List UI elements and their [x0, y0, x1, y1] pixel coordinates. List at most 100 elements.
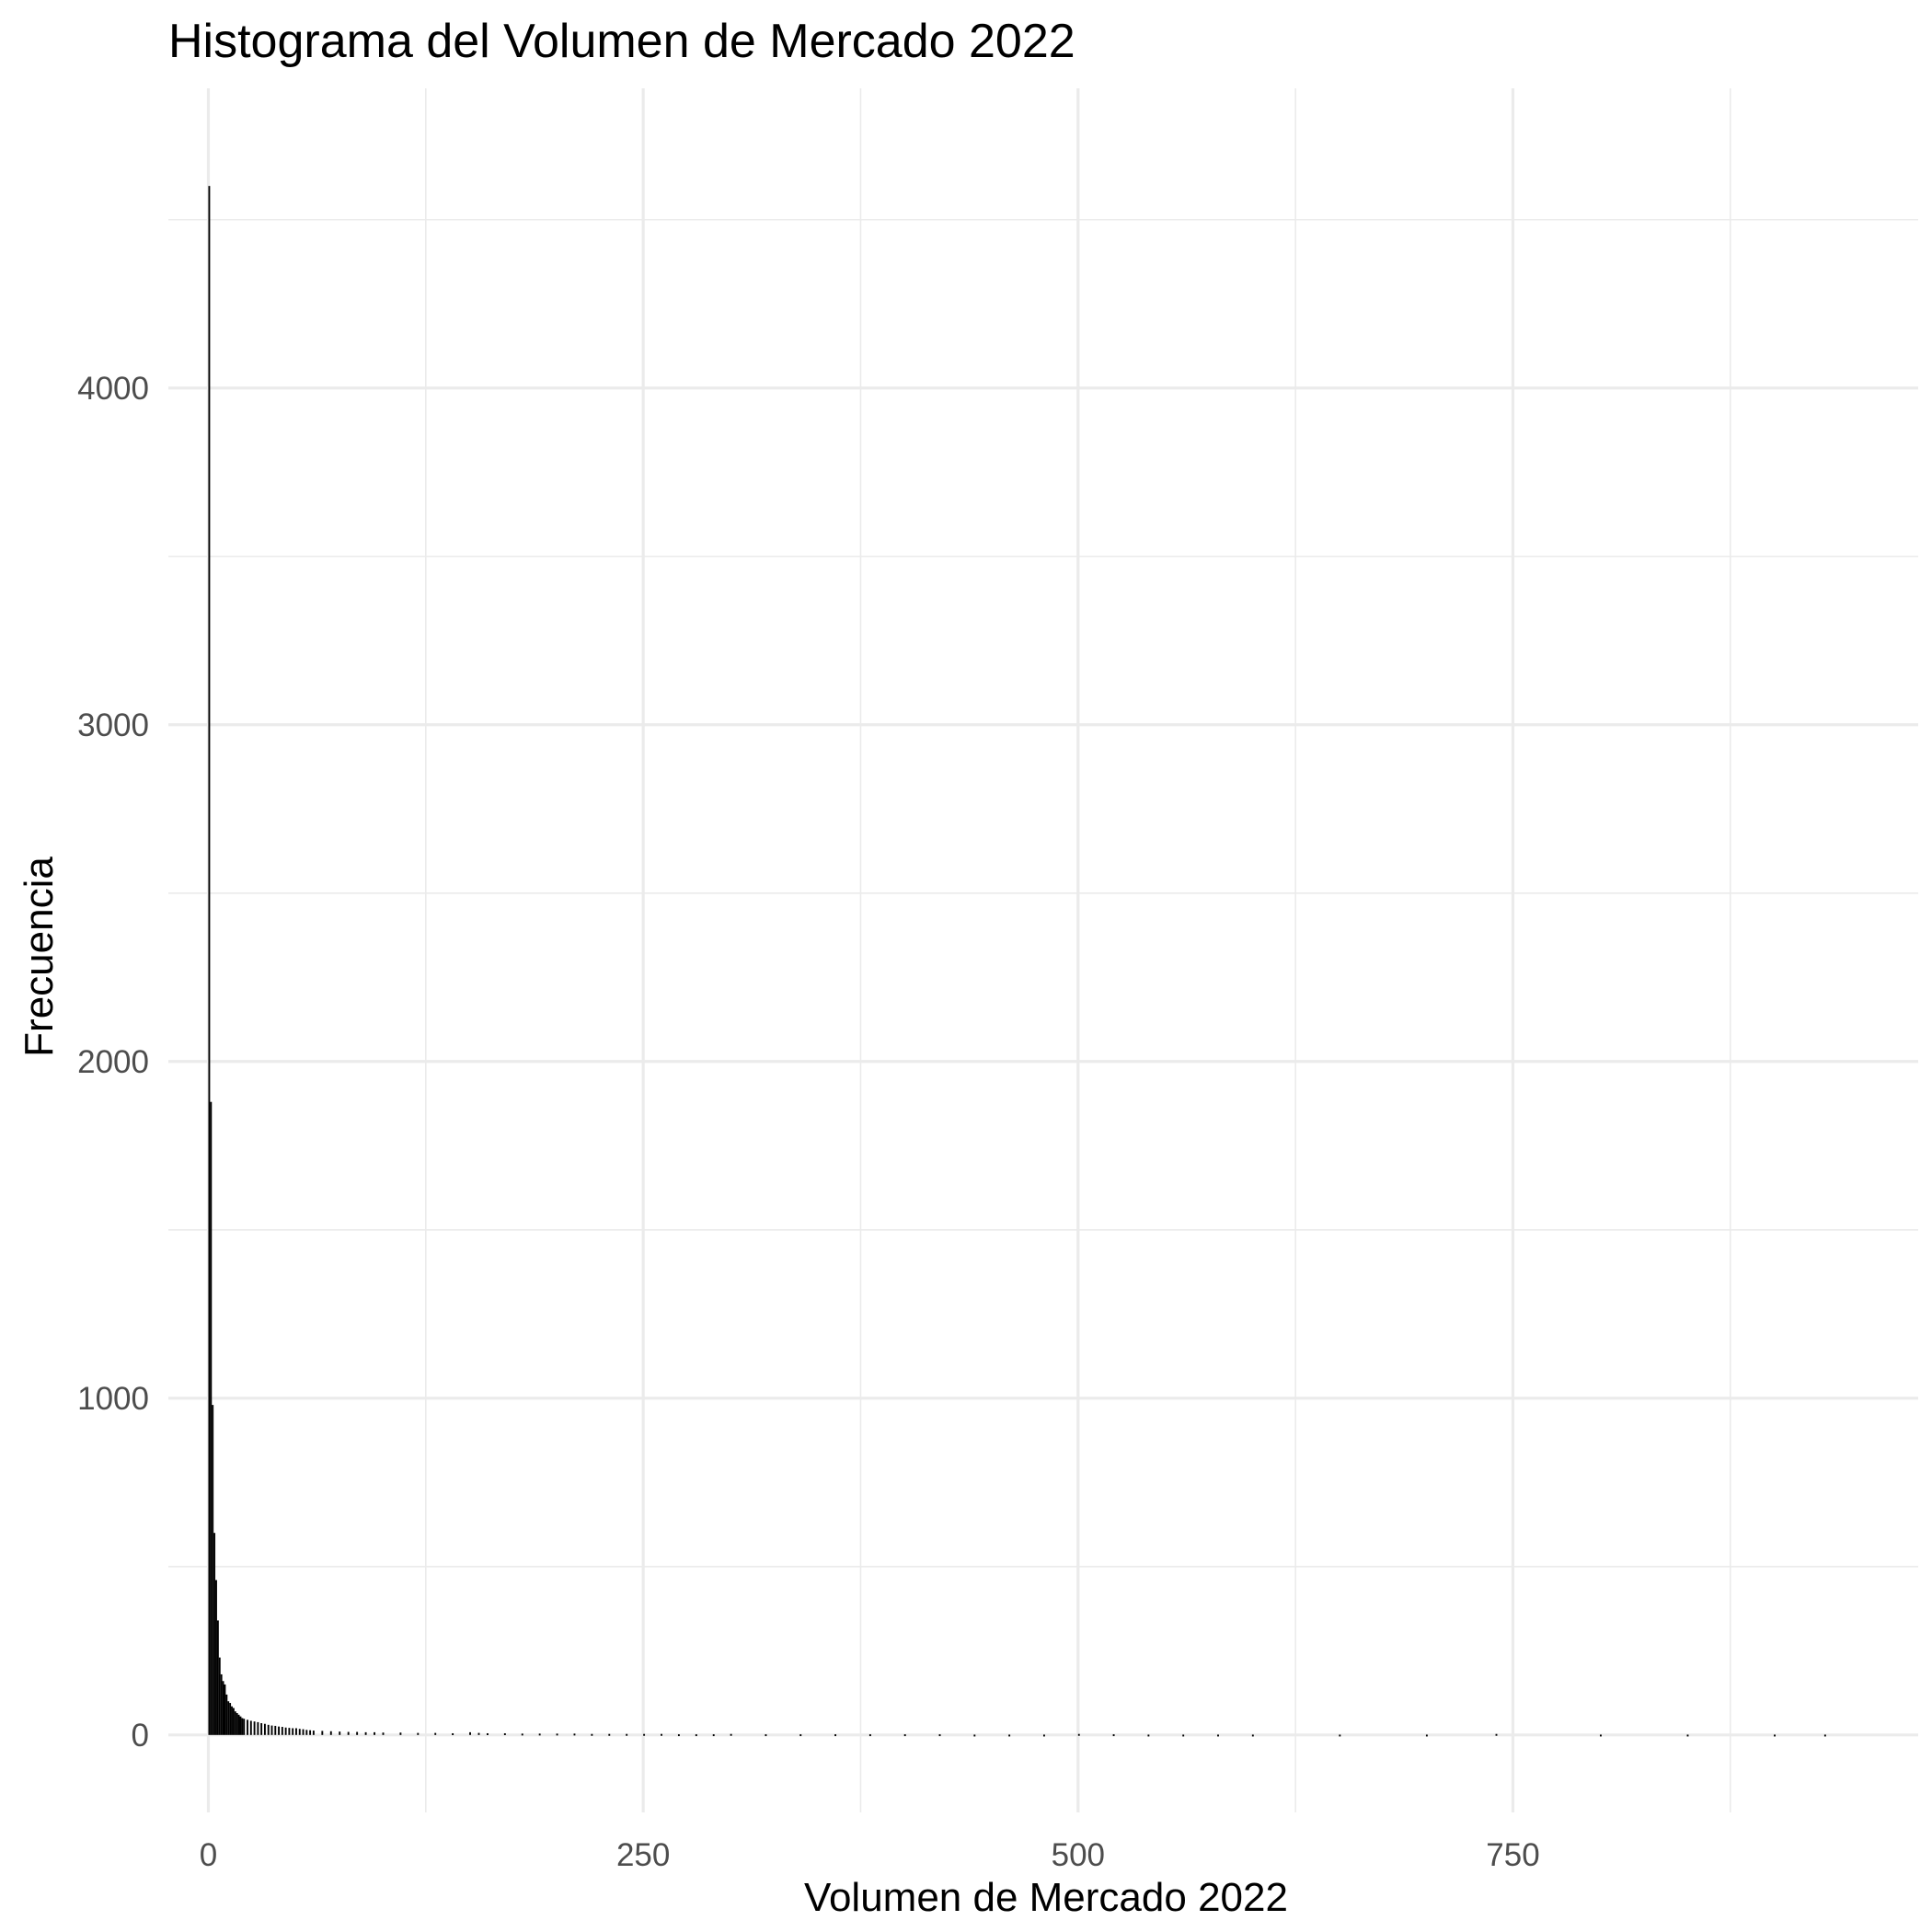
histogram-bar: [247, 1719, 248, 1735]
histogram-bar: [661, 1733, 662, 1736]
histogram-bar: [309, 1730, 312, 1735]
histogram-bar: [302, 1729, 305, 1735]
histogram-bar: [1251, 1734, 1254, 1737]
histogram-bar: [799, 1734, 802, 1737]
x-axis-title: Volumen de Mercado 2022: [804, 1875, 1288, 1920]
histogram-bar: [229, 1703, 232, 1735]
histogram-bar: [1600, 1734, 1602, 1737]
histogram-bar: [417, 1732, 420, 1735]
histogram-bar: [1077, 1733, 1080, 1736]
histogram-bar: [591, 1733, 593, 1736]
histogram-bar: [208, 186, 211, 1735]
histogram-bar: [573, 1733, 576, 1736]
histogram-bar: [292, 1728, 294, 1735]
histogram-bar: [241, 1718, 244, 1735]
histogram-bar: [231, 1706, 233, 1735]
histogram-bar: [1008, 1734, 1011, 1737]
histogram-bar: [321, 1731, 324, 1735]
histogram-bar: [1339, 1734, 1341, 1737]
x-tick-label: 0: [200, 1837, 217, 1873]
histogram-bar: [903, 1734, 906, 1737]
histogram-bar: [868, 1734, 871, 1737]
histogram-bars: [208, 186, 1826, 1737]
histogram-bar: [834, 1734, 837, 1737]
histogram-bar: [765, 1734, 767, 1737]
histogram-bar: [503, 1732, 506, 1735]
histogram-bar: [452, 1732, 454, 1735]
histogram-bar: [329, 1731, 332, 1735]
histogram-bar: [477, 1732, 480, 1735]
histogram-bar: [347, 1731, 350, 1735]
histogram-bar: [215, 1580, 217, 1735]
y-tick-label: 0: [132, 1718, 149, 1754]
x-tick-label: 500: [1052, 1837, 1105, 1873]
histogram-bar: [218, 1657, 221, 1735]
histogram-bar: [249, 1720, 252, 1735]
histogram-bar: [521, 1733, 523, 1736]
y-tick-label: 1000: [77, 1381, 149, 1417]
histogram-bar: [239, 1716, 242, 1735]
histogram-bar: [1425, 1734, 1428, 1737]
histogram-bar: [356, 1731, 359, 1735]
histogram-bar: [1495, 1733, 1498, 1736]
chart-title: Histograma del Volumen de Mercado 2022: [168, 15, 1075, 68]
x-tick-label: 250: [616, 1837, 670, 1873]
y-axis-title: Frecuencia: [17, 857, 62, 1057]
histogram-bar: [1182, 1734, 1185, 1737]
histogram-bar: [281, 1727, 283, 1735]
histogram-bar: [1112, 1734, 1115, 1737]
histogram-bar: [263, 1723, 266, 1735]
histogram-bar: [677, 1734, 680, 1737]
histogram-bar: [1147, 1734, 1150, 1737]
histogram-bar: [270, 1725, 273, 1735]
histogram-bar: [695, 1734, 697, 1737]
histogram-bar: [382, 1732, 385, 1735]
y-axis-tick-labels: 0 1000 2000 3000 4000: [77, 371, 149, 1754]
y-tick-label: 4000: [77, 371, 149, 407]
histogram-bar: [227, 1701, 230, 1735]
histogram-bar: [212, 1405, 214, 1735]
histogram-bar: [1043, 1734, 1045, 1737]
histogram-bar: [260, 1723, 263, 1735]
histogram-bar: [626, 1733, 628, 1736]
histogram-bar: [237, 1714, 240, 1735]
histogram-bar: [339, 1731, 341, 1735]
histogram-bar: [364, 1731, 367, 1735]
histogram-bar: [1774, 1734, 1776, 1737]
histogram-bar: [236, 1713, 238, 1735]
histogram-bar: [220, 1673, 223, 1735]
histogram-bar: [278, 1726, 281, 1735]
histogram-bar: [643, 1733, 646, 1736]
histogram-bar: [295, 1728, 297, 1735]
histogram-bar: [225, 1694, 228, 1735]
histogram-bar: [257, 1721, 259, 1735]
y-tick-label: 2000: [77, 1044, 149, 1080]
histogram-bar: [234, 1711, 236, 1735]
x-tick-label: 750: [1486, 1837, 1539, 1873]
histogram-bar: [305, 1730, 308, 1735]
histogram-bar: [1823, 1734, 1826, 1737]
histogram-bar: [288, 1728, 291, 1735]
histogram-bar: [298, 1729, 301, 1735]
histogram-bar: [538, 1733, 541, 1736]
histogram-bar: [374, 1731, 375, 1735]
histogram-bar: [399, 1732, 402, 1735]
histogram-bar: [608, 1733, 611, 1736]
histogram-bar: [1686, 1734, 1689, 1737]
histogram-bar: [469, 1731, 471, 1735]
histogram-bar: [434, 1732, 437, 1735]
histogram-bar: [232, 1708, 235, 1735]
histogram-bar: [938, 1734, 941, 1737]
histogram-bar: [284, 1727, 287, 1735]
histogram-bar: [730, 1733, 732, 1736]
histogram-bar: [1217, 1734, 1219, 1737]
x-axis-tick-labels: 0 250 500 750: [200, 1837, 1540, 1873]
histogram-bar: [210, 1101, 213, 1735]
grid-lines: [168, 88, 1918, 1812]
histogram-bar: [216, 1620, 219, 1735]
histogram-bar: [274, 1725, 277, 1735]
histogram-bar: [712, 1734, 715, 1737]
histogram-bar: [973, 1734, 976, 1737]
histogram-bar: [213, 1533, 216, 1735]
